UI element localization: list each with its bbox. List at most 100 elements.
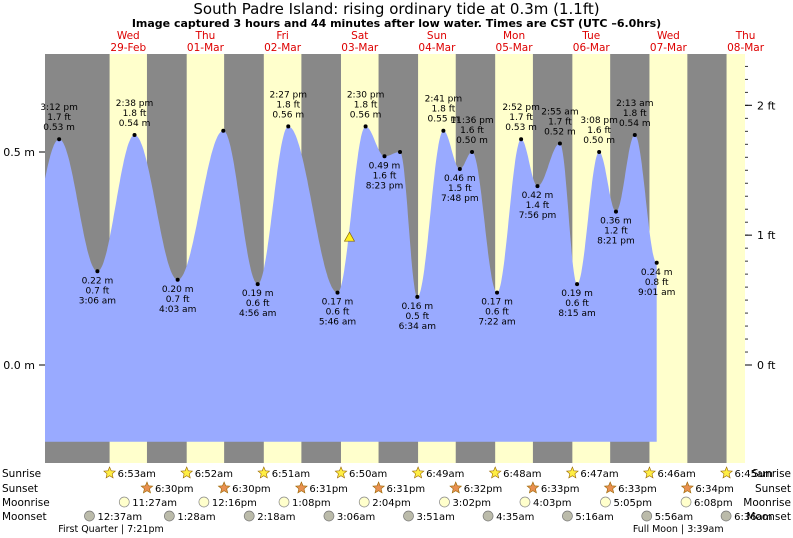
moonrise-time-6: 5:05pm bbox=[613, 498, 652, 509]
moonset-time-4: 3:51am bbox=[417, 512, 455, 523]
sunrise-time-2: 6:51am bbox=[272, 469, 310, 480]
tide-label-time: 2:52 pm bbox=[502, 103, 540, 113]
moonset-time-0: 12:37am bbox=[97, 512, 142, 523]
tide-label-m: 0.36 m bbox=[600, 217, 632, 227]
tide-area bbox=[45, 126, 657, 442]
chart-title: South Padre Island: rising ordinary tide… bbox=[193, 0, 600, 18]
tide-label-m: 0.19 m bbox=[242, 289, 274, 299]
tide-label-ft: 0.7 ft bbox=[86, 286, 110, 296]
moonset-time-7: 5:56am bbox=[655, 512, 693, 523]
right-tick-label: 1 ft bbox=[757, 229, 776, 242]
sunrise-time-7: 6:46am bbox=[657, 469, 695, 480]
tide-point-12 bbox=[441, 128, 446, 133]
sunset-icon bbox=[294, 481, 308, 494]
sunset-time-3: 6:31pm bbox=[387, 484, 426, 495]
day-header-date: 04-Mar bbox=[418, 42, 456, 54]
tide-label-time: 2:27 pm bbox=[269, 90, 307, 100]
moonrise-time-3: 2:04pm bbox=[372, 498, 411, 509]
day-header-dow: Thu bbox=[735, 30, 756, 42]
moonrise-icon bbox=[358, 496, 370, 508]
tide-label-time: 7:56 pm bbox=[519, 211, 557, 221]
tide-point-10 bbox=[398, 149, 403, 154]
sunset-time-6: 6:33pm bbox=[618, 484, 657, 495]
tide-label-ft: 1.7 ft bbox=[509, 113, 533, 123]
tide-point-20 bbox=[597, 149, 602, 154]
row-label-right-moonset: Moonset bbox=[746, 511, 791, 523]
day-header-date: 02-Mar bbox=[264, 42, 302, 54]
moonset-time-8: 6:36am bbox=[734, 512, 772, 523]
sunrise-icon bbox=[334, 466, 348, 479]
row-label-left-moonrise: Moonrise bbox=[2, 497, 50, 509]
tide-label-time: 3:06 am bbox=[79, 296, 116, 306]
sunrise-icon bbox=[642, 466, 656, 479]
sunset-icon bbox=[603, 481, 617, 494]
sunrise-icon bbox=[488, 466, 502, 479]
tide-label-m: 0.53 m bbox=[43, 123, 75, 133]
tide-point-18 bbox=[557, 141, 562, 146]
tide-label-time: 2:41 pm bbox=[425, 95, 463, 105]
tide-point-14 bbox=[470, 149, 475, 154]
tide-point-2 bbox=[132, 132, 137, 137]
tide-label-time: 2:13 am bbox=[616, 99, 653, 109]
tide-label-m: 0.55 m bbox=[428, 115, 460, 125]
day-header-dow: Sun bbox=[427, 30, 447, 42]
tide-point-23 bbox=[654, 260, 659, 265]
day-header-date: 01-Mar bbox=[187, 42, 225, 54]
tide-label-ft: 0.5 ft bbox=[405, 312, 429, 322]
row-label-right-sunrise: Sunrise bbox=[752, 468, 791, 480]
tide-label-m: 0.56 m bbox=[272, 110, 304, 120]
tide-point-13 bbox=[457, 167, 462, 172]
moonrise-icon bbox=[278, 496, 290, 508]
sunrise-icon bbox=[720, 466, 734, 479]
tide-label-ft: 0.8 ft bbox=[645, 278, 669, 288]
moonset-icon bbox=[562, 510, 573, 522]
sunrise-icon bbox=[103, 466, 117, 479]
sunrise-icon bbox=[180, 466, 194, 479]
day-header-dow: Mon bbox=[503, 30, 525, 42]
chart-subtitle: Image captured 3 hours and 44 minutes af… bbox=[131, 17, 662, 30]
tide-point-15 bbox=[495, 290, 500, 295]
tide-label-time: 9:01 am bbox=[638, 288, 675, 298]
tide-label-ft: 1.7 ft bbox=[548, 117, 572, 127]
tide-label-m: 0.54 m bbox=[619, 119, 651, 129]
tide-label-ft: 1.6 ft bbox=[587, 126, 611, 136]
tide-label-time: 8:23 pm bbox=[366, 181, 404, 191]
moon-phase-label-0: First Quarter | 7:21pm bbox=[58, 524, 164, 535]
moonrise-icon bbox=[439, 496, 450, 508]
moonrise-time-5: 4:03pm bbox=[533, 498, 572, 509]
moonrise-time-7: 6:08pm bbox=[694, 498, 733, 509]
moonrise-icon bbox=[600, 496, 611, 508]
tide-label-ft: 1.8 ft bbox=[354, 100, 378, 110]
tide-point-8 bbox=[363, 124, 368, 129]
daylight-band-8 bbox=[726, 54, 745, 463]
sunset-icon bbox=[449, 481, 463, 494]
sunset-icon bbox=[526, 481, 540, 494]
tide-point-19 bbox=[575, 282, 580, 287]
tide-point-4 bbox=[221, 128, 226, 133]
tide-label-ft: 1.8 ft bbox=[276, 100, 300, 110]
day-header-date: 07-Mar bbox=[650, 42, 688, 54]
tide-point-0 bbox=[57, 137, 62, 142]
tide-label-m: 0.19 m bbox=[561, 289, 593, 299]
day-header-date: 06-Mar bbox=[573, 42, 611, 54]
tide-label-m: 0.54 m bbox=[119, 119, 151, 129]
tide-label-time: 2:30 pm bbox=[347, 90, 385, 100]
tide-point-17 bbox=[535, 184, 540, 189]
moonset-icon bbox=[641, 510, 653, 522]
tide-label-ft: 1.6 ft bbox=[373, 171, 397, 181]
tide-label-m: 0.20 m bbox=[162, 285, 194, 295]
sunrise-icon bbox=[565, 466, 579, 479]
sunset-time-7: 6:34pm bbox=[695, 484, 734, 495]
moonrise-time-2: 1:08pm bbox=[292, 498, 331, 509]
sunrise-icon bbox=[257, 466, 271, 479]
tide-label-m: 0.24 m bbox=[641, 268, 673, 278]
day-header-date: 05-Mar bbox=[496, 42, 534, 54]
tide-label-time: 3:08 pm bbox=[580, 116, 618, 126]
sunset-icon bbox=[140, 481, 154, 494]
row-label-left-sunset: Sunset bbox=[2, 483, 38, 495]
tide-label-time: 6:34 am bbox=[399, 322, 436, 332]
left-tick-label: 0.5 m bbox=[3, 146, 35, 159]
tide-label-time: 2:55 am bbox=[541, 107, 578, 117]
tide-point-21 bbox=[613, 209, 618, 214]
